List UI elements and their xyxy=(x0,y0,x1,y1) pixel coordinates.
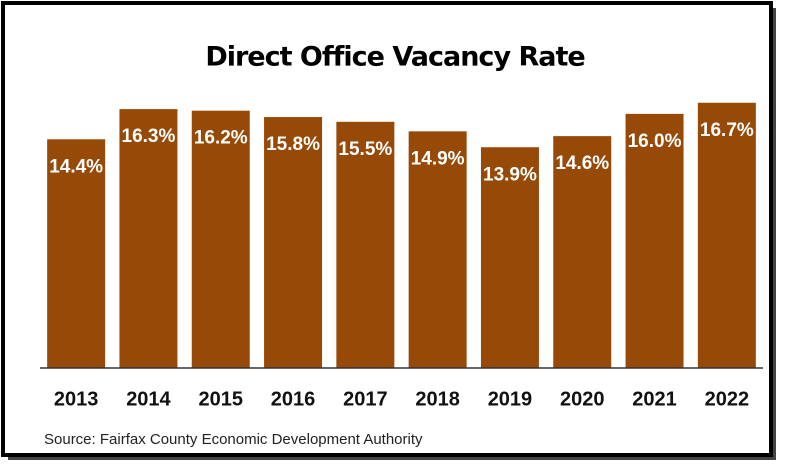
source-note: Source: Fairfax County Economic Developm… xyxy=(44,431,423,448)
data-label: 14.9% xyxy=(411,148,465,169)
x-tick-label: 2017 xyxy=(343,388,388,410)
x-tick-label: 2021 xyxy=(632,388,677,410)
x-tick-label: 2020 xyxy=(560,388,605,410)
x-tick-label: 2019 xyxy=(488,388,533,410)
x-tick-label: 2016 xyxy=(271,388,316,410)
x-tick-label: 2018 xyxy=(415,388,460,410)
data-label: 13.9% xyxy=(483,164,537,185)
bar xyxy=(480,147,539,368)
bar xyxy=(119,109,178,368)
bar xyxy=(264,117,323,368)
x-tick-label: 2015 xyxy=(199,388,244,410)
x-tick-label: 2022 xyxy=(705,388,750,410)
data-label: 16.0% xyxy=(628,131,682,152)
data-label: 14.6% xyxy=(555,153,609,174)
x-tick-label: 2014 xyxy=(126,388,171,410)
bar xyxy=(697,102,756,368)
bar xyxy=(553,136,612,368)
bar xyxy=(336,121,395,368)
data-label: 15.5% xyxy=(338,139,392,160)
chart-title: Direct Office Vacancy Rate xyxy=(205,42,584,73)
x-tick-label: 2013 xyxy=(54,388,99,410)
bar xyxy=(191,110,250,369)
bar xyxy=(408,131,467,368)
bar xyxy=(625,113,684,368)
data-label: 15.8% xyxy=(266,134,320,155)
bar xyxy=(47,139,106,368)
data-label: 16.3% xyxy=(122,126,176,147)
data-label: 16.7% xyxy=(700,120,754,141)
data-label: 16.2% xyxy=(194,128,248,149)
data-label: 14.4% xyxy=(49,156,103,177)
